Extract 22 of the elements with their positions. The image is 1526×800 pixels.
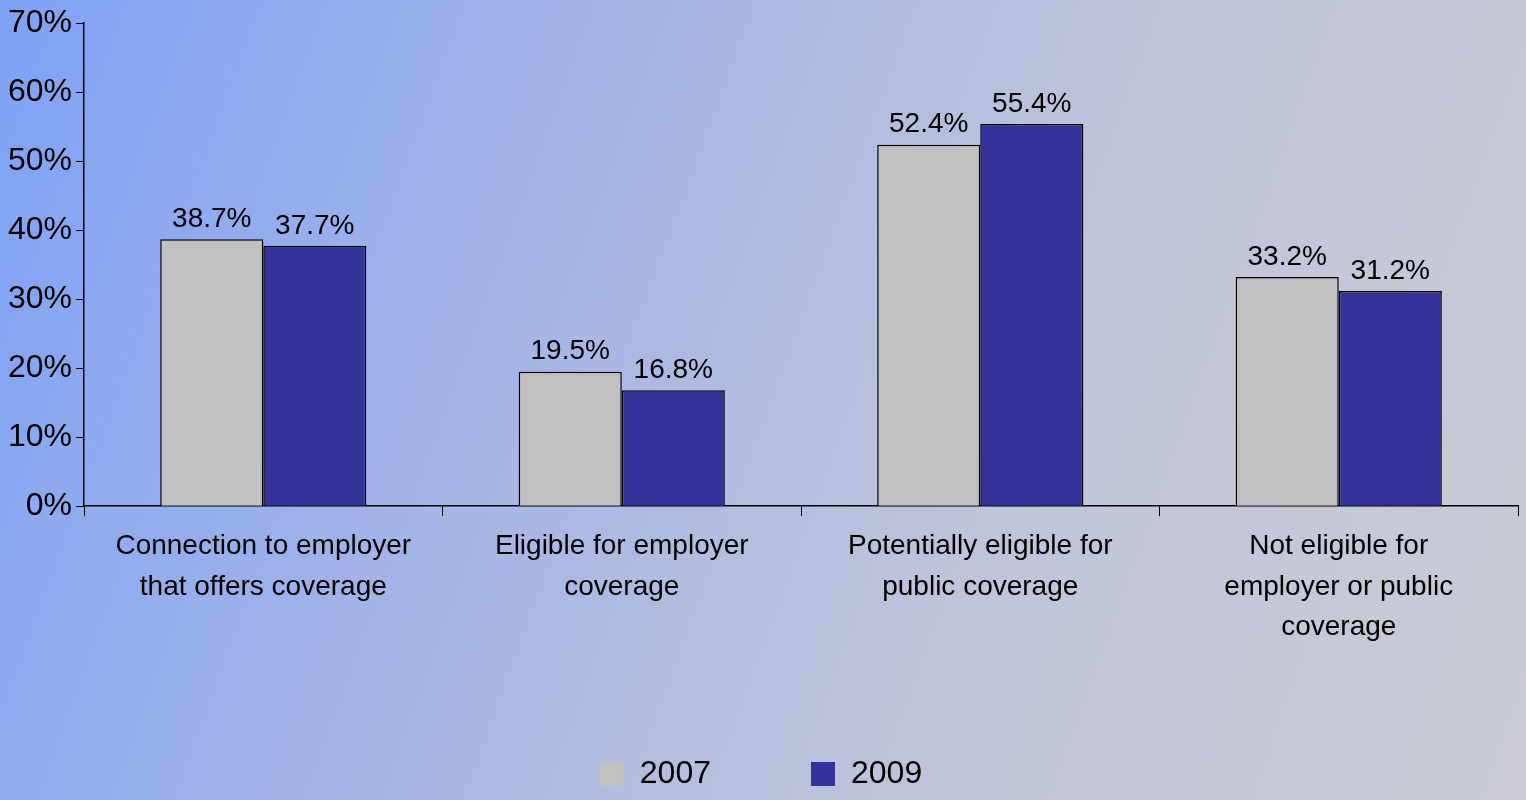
- y-tick-label: 30%: [8, 279, 73, 316]
- y-tick-label: 20%: [8, 348, 73, 385]
- legend-label: 2009: [851, 753, 923, 790]
- x-tick-label: Eligible for employer coverage: [494, 529, 749, 601]
- data-label: 16.8%: [633, 353, 714, 384]
- data-label: 55.4%: [992, 86, 1072, 118]
- x-tick-label: Potentially eligible for public coverage: [847, 529, 1113, 601]
- data-label: 19.5%: [530, 334, 610, 366]
- x-tick-label: Connection to employer that offers coverage: [115, 529, 412, 601]
- y-tick-label: 60%: [8, 72, 73, 109]
- data-label: 31.2%: [1350, 253, 1430, 285]
- y-tick-label: 50%: [8, 141, 73, 178]
- data-label: 52.4%: [889, 107, 969, 139]
- y-tick-label: 40%: [8, 210, 73, 247]
- data-label: 38.7%: [172, 201, 252, 233]
- y-tick-label: 0%: [25, 486, 73, 523]
- y-tick-label: 70%: [8, 3, 73, 40]
- legend-label: 2007: [639, 753, 711, 790]
- y-tick-label: 10%: [8, 417, 73, 454]
- data-label: 37.7%: [275, 208, 355, 240]
- x-tick-label: Not eligible for employer or public coverage: [1224, 529, 1454, 642]
- data-label: 33.2%: [1247, 239, 1327, 271]
